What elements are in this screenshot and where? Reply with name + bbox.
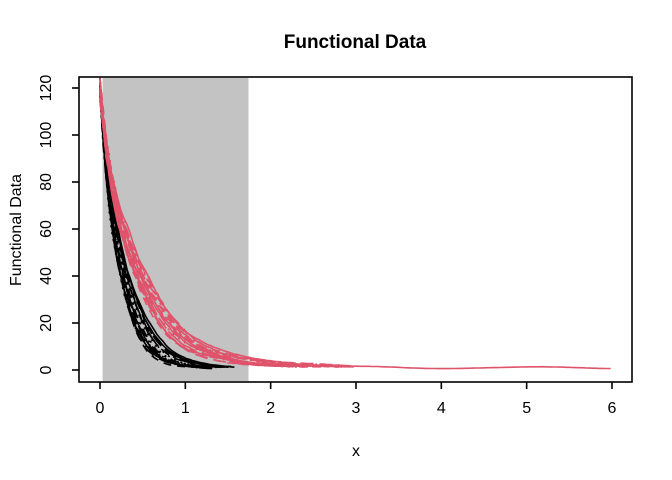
functional-curve [99,78,229,368]
y-tick-label: 0 [38,365,55,374]
y-tick-label: 80 [38,173,55,191]
x-tick-label: 1 [181,400,190,417]
functional-curve [99,93,295,367]
functional-curve [99,86,214,370]
functional-curve [99,95,217,368]
functional-curve [99,99,313,367]
curve-group-crimson [99,78,611,370]
x-tick-label: 0 [96,400,105,417]
curve-group-black [99,77,235,370]
y-tick-label: 120 [38,75,55,102]
x-tick-label: 4 [437,400,446,417]
y-tick-label: 60 [38,220,55,238]
y-axis-ticks: 0 20 40 60 80 100 120 [38,75,79,374]
functional-curve [99,83,208,368]
functional-curve [99,94,351,367]
functional-curve [99,87,321,368]
y-tick-label: 100 [38,122,55,149]
x-axis-ticks: 0 1 2 3 4 5 6 [96,382,617,417]
functional-curve [99,82,345,367]
x-tick-label: 5 [522,400,531,417]
y-tick-label: 40 [38,267,55,285]
y-tick-label: 20 [38,314,55,332]
y-axis-label: Functional Data [8,174,25,286]
chart-title: Functional Data [284,32,427,53]
x-tick-label: 3 [352,400,361,417]
x-tick-label: 2 [266,400,275,417]
x-tick-label: 6 [608,400,617,417]
functional-curve [99,96,223,369]
functional-curve [99,88,235,368]
x-axis-label: x [352,443,360,460]
